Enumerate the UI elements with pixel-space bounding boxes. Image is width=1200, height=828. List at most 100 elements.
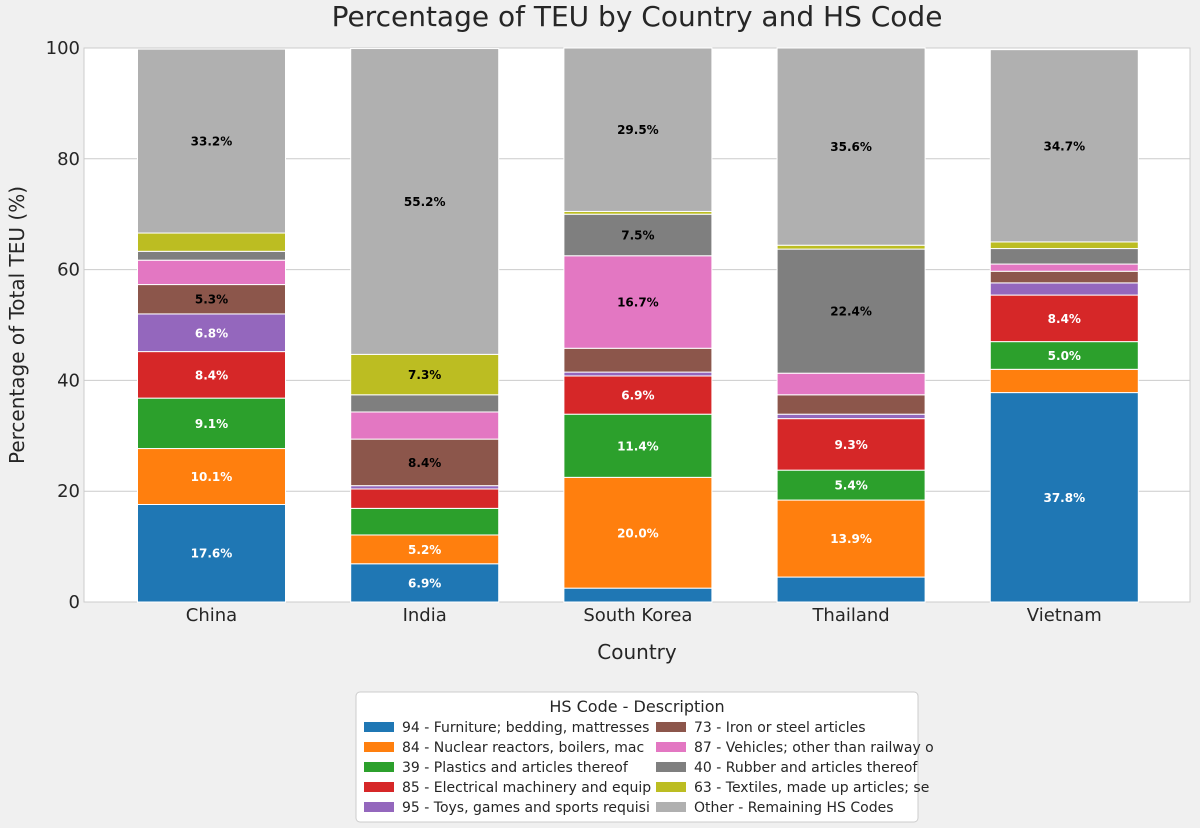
bar-value-label: 16.7% <box>617 296 659 310</box>
legend-entry: 87 - Vehicles; other than railway o <box>694 740 934 756</box>
y-tick-label: 60 <box>57 260 80 281</box>
legend-swatch <box>656 782 686 792</box>
x-tick-label: India <box>403 605 447 626</box>
legend-entry: Other - Remaining HS Codes <box>694 800 894 816</box>
legend-box <box>355 691 919 823</box>
legend-swatch <box>656 722 686 732</box>
bar-segment <box>350 48 500 355</box>
bar-segment <box>989 263 1139 272</box>
legend-entry: 39 - Plastics and articles thereof <box>402 760 629 776</box>
y-axis-ticks: 0 20 40 60 80 100 <box>46 38 80 613</box>
bar-segment <box>563 413 713 478</box>
bar-segment <box>776 248 926 374</box>
bar-segment <box>776 394 926 415</box>
x-tick-label: South Korea <box>583 605 692 626</box>
y-tick-label: 0 <box>69 592 80 613</box>
bar-segment <box>563 213 713 257</box>
bar-value-label: 5.0% <box>1048 349 1081 363</box>
bar-value-label: 35.6% <box>830 140 872 154</box>
bar-segment <box>776 499 926 578</box>
x-tick-label: Thailand <box>811 605 889 626</box>
legend-swatch <box>364 722 394 732</box>
bar-segment <box>563 476 713 589</box>
bar-segment <box>350 563 500 603</box>
bar-value-label: 5.3% <box>195 293 228 307</box>
legend-swatch <box>656 802 686 812</box>
bar-segment <box>350 353 500 396</box>
bar-segment <box>989 49 1139 243</box>
bar-segment <box>776 418 926 471</box>
legend: HS Code - Description 94 - Furniture; be… <box>355 691 934 823</box>
bar-value-label: 55.2% <box>404 195 446 209</box>
x-tick-label: Vietnam <box>1027 605 1102 626</box>
bar-segment <box>137 503 286 603</box>
bar-value-label: 17.6% <box>191 547 233 561</box>
x-tick-label: China <box>186 605 237 626</box>
bar-value-label: 34.7% <box>1043 139 1085 153</box>
bar-value-label: 6.9% <box>621 389 654 403</box>
bar-segment <box>563 587 713 603</box>
legend-title: HS Code - Description <box>549 697 724 716</box>
bar-segment <box>137 232 286 252</box>
bar-segment <box>776 47 926 246</box>
chart-title: Percentage of TEU by Country and HS Code <box>332 0 943 33</box>
bar-segment <box>350 507 500 536</box>
bar-segment <box>989 341 1139 370</box>
legend-entry: 84 - Nuclear reactors, boilers, mac <box>402 740 644 756</box>
bar-value-label: 6.8% <box>195 326 228 340</box>
y-tick-label: 80 <box>57 149 80 170</box>
bar-segment <box>776 469 926 501</box>
bar-segment <box>563 375 713 415</box>
bar-value-label: 8.4% <box>195 368 228 382</box>
bar-value-label: 7.5% <box>621 228 654 242</box>
bar-segment <box>989 368 1139 394</box>
bar-segment <box>989 241 1139 250</box>
bar-segment <box>989 294 1139 343</box>
bar-segment <box>350 438 500 487</box>
bar-segment <box>350 394 500 413</box>
bar-value-label: 7.3% <box>408 368 441 382</box>
bar-segment <box>989 392 1139 603</box>
bar-segment <box>563 47 713 212</box>
bar-segment <box>350 411 500 440</box>
bar-segment <box>563 347 713 373</box>
bar-segment <box>776 413 926 420</box>
bar-value-label: 5.2% <box>408 543 441 557</box>
legend-swatch <box>364 782 394 792</box>
bar-segment <box>563 371 713 377</box>
bar-value-label: 9.3% <box>834 438 867 452</box>
y-tick-label: 40 <box>57 370 80 391</box>
bar-value-label: 6.9% <box>408 576 441 590</box>
bar-segment <box>563 255 713 349</box>
bar-segment <box>137 313 286 353</box>
bar-segment <box>989 248 1139 265</box>
legend-entry: 85 - Electrical machinery and equip <box>402 780 651 796</box>
bar-segment <box>137 351 286 399</box>
bar-value-label: 11.4% <box>617 439 659 453</box>
bar-segment <box>137 250 286 261</box>
bar-value-label: 13.9% <box>830 532 872 546</box>
y-tick-label: 100 <box>46 38 80 59</box>
legend-entry: 63 - Textiles, made up articles; se <box>694 780 929 796</box>
legend-entry: 94 - Furniture; bedding, mattresses <box>402 720 649 736</box>
bar-segment <box>350 488 500 509</box>
x-axis-ticks: China India South Korea Thailand Vietnam <box>186 605 1102 626</box>
bar-segment <box>137 284 286 315</box>
legend-swatch <box>364 742 394 752</box>
legend-swatch <box>364 762 394 772</box>
bar-value-label: 20.0% <box>617 526 659 540</box>
bar-value-label: 5.4% <box>834 479 867 493</box>
bar-value-label: 37.8% <box>1043 491 1085 505</box>
bar-value-label: 22.4% <box>830 305 872 319</box>
bar-value-label: 8.4% <box>1048 312 1081 326</box>
bar-segment <box>776 372 926 396</box>
bar-value-label: 8.4% <box>408 456 441 470</box>
legend-entry: 95 - Toys, games and sports requisi <box>402 800 650 816</box>
bar-segment <box>776 576 926 603</box>
bar-value-label: 10.1% <box>191 470 233 484</box>
legend-entry: 40 - Rubber and articles thereof <box>694 760 918 776</box>
bar-value-label: 33.2% <box>191 135 233 149</box>
y-tick-label: 20 <box>57 481 80 502</box>
bar-segment <box>776 244 926 250</box>
